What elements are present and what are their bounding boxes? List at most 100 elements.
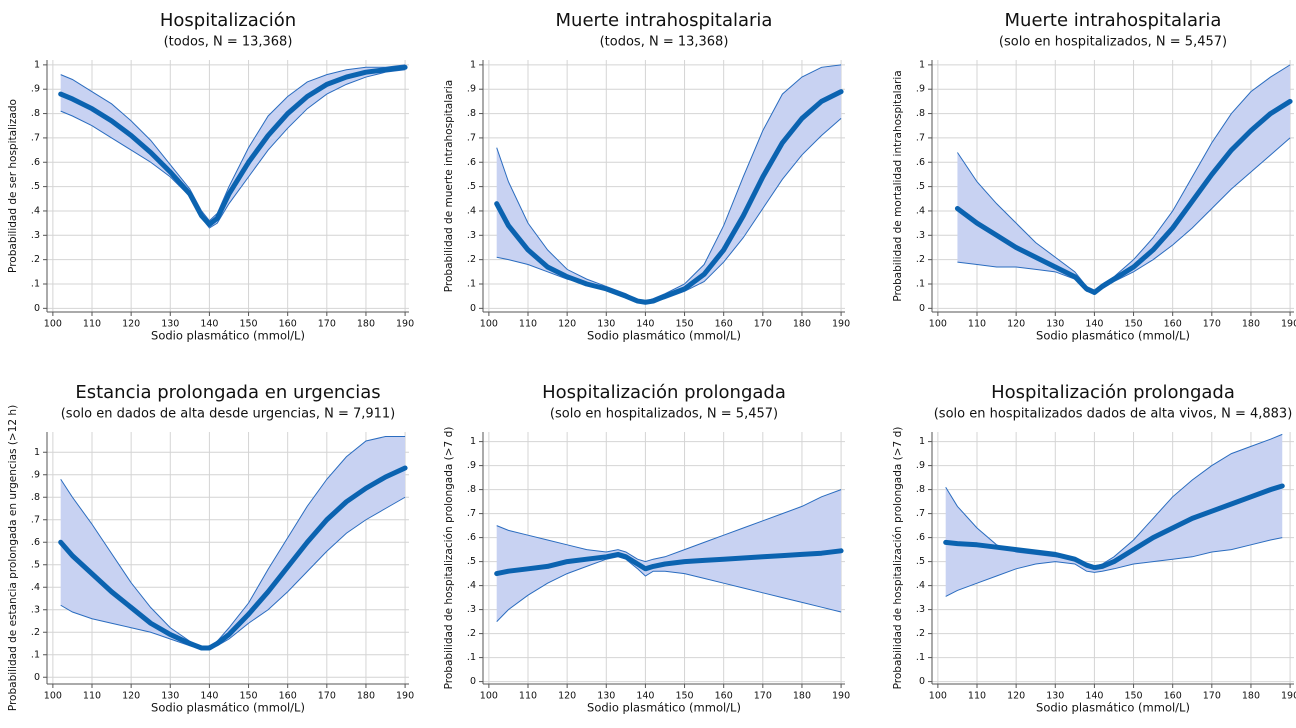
y-tick-label: 1: [470, 436, 476, 447]
y-tick-label: .8: [31, 108, 40, 119]
x-axis-label: Sodio plasmático (mmol/L): [151, 329, 305, 343]
chart-title: Hospitalización prolongada: [542, 382, 786, 403]
x-tick-label: 140: [1085, 319, 1103, 330]
chart-subtitle: (todos, N = 13,368): [164, 35, 293, 50]
x-tick-label: 180: [793, 319, 811, 330]
y-tick-label: .4: [916, 580, 925, 591]
lower-bound: [945, 537, 1283, 597]
x-tick-label: 170: [1203, 319, 1221, 330]
y-tick-label: .9: [916, 84, 925, 95]
y-tick-label: .3: [31, 230, 40, 241]
x-tick-label: 120: [558, 319, 576, 330]
x-tick-label: 190: [396, 319, 414, 330]
confidence-band: [496, 64, 842, 304]
x-tick-label: 180: [1242, 691, 1260, 702]
x-tick-label: 130: [597, 319, 615, 330]
y-tick-label: .6: [31, 157, 40, 168]
x-tick-label: 130: [161, 691, 179, 702]
y-tick-label: .7: [916, 508, 925, 519]
y-tick-label: .1: [31, 279, 40, 290]
x-tick-label: 140: [200, 319, 218, 330]
x-tick-label: 160: [715, 319, 733, 330]
y-tick-label: .1: [916, 652, 925, 663]
y-tick-label: .5: [467, 556, 476, 567]
y-tick-label: 0: [34, 672, 40, 683]
x-tick-label: 170: [318, 319, 336, 330]
x-tick-label: 160: [1164, 319, 1182, 330]
lower-bound: [496, 556, 842, 622]
x-tick-label: 160: [279, 691, 297, 702]
chart-subtitle: (solo en hospitalizados dados de alta vi…: [934, 407, 1293, 422]
x-tick-label: 100: [44, 691, 62, 702]
y-tick-label: .8: [916, 108, 925, 119]
x-tick-label: 110: [968, 691, 986, 702]
y-tick-label: .9: [916, 460, 925, 471]
x-tick-label: 170: [1203, 691, 1221, 702]
x-tick-label: 190: [1281, 319, 1296, 330]
y-tick-label: .4: [31, 205, 40, 216]
x-axis-label: Sodio plasmático (mmol/L): [151, 701, 305, 715]
y-tick-label: .1: [467, 279, 476, 290]
y-tick-label: 1: [919, 59, 925, 70]
x-tick-label: 190: [396, 691, 414, 702]
y-tick-label: .2: [916, 254, 925, 265]
x-tick-label: 190: [832, 319, 850, 330]
confidence-band: [60, 64, 406, 228]
y-tick-label: .6: [467, 532, 476, 543]
x-tick-label: 110: [968, 319, 986, 330]
y-tick-label: .9: [467, 460, 476, 471]
x-tick-label: 150: [239, 691, 257, 702]
y-tick-label: .7: [31, 514, 40, 525]
x-tick-label: 120: [1007, 691, 1025, 702]
y-tick-label: 1: [470, 59, 476, 70]
x-tick-label: 140: [636, 319, 654, 330]
y-tick-label: .7: [31, 132, 40, 143]
estimate-line: [58, 64, 408, 227]
x-tick-label: 100: [929, 319, 947, 330]
x-tick-label: 130: [597, 691, 615, 702]
x-tick-label: 180: [357, 691, 375, 702]
x-tick-label: 150: [239, 319, 257, 330]
lower-bound: [60, 69, 406, 229]
x-tick-label: 170: [754, 691, 772, 702]
y-tick-label: .4: [31, 582, 40, 593]
x-tick-label: 130: [1046, 319, 1064, 330]
y-tick-label: .5: [916, 556, 925, 567]
x-tick-label: 150: [1124, 691, 1142, 702]
y-tick-label: .6: [916, 157, 925, 168]
chart-subtitle: (solo en hospitalizados, N = 5,457): [550, 407, 778, 422]
y-tick-label: .1: [467, 652, 476, 663]
y-tick-label: 1: [919, 436, 925, 447]
y-tick-label: .8: [31, 492, 40, 503]
y-tick-label: .5: [467, 181, 476, 192]
chart-title: Muerte intrahospitalaria: [556, 10, 773, 31]
y-tick-label: .6: [467, 157, 476, 168]
y-tick-label: 0: [34, 303, 40, 314]
chart-title: Muerte intrahospitalaria: [1005, 10, 1222, 31]
chart-subtitle: (solo en dados de alta desde urgencias, …: [61, 407, 396, 422]
y-tick-label: .1: [916, 279, 925, 290]
x-tick-label: 170: [754, 319, 772, 330]
y-tick-label: .7: [467, 132, 476, 143]
y-tick-label: .5: [31, 559, 40, 570]
estimate-line: [943, 483, 1285, 571]
chart-title: Hospitalización: [160, 10, 296, 31]
x-tick-label: 150: [675, 691, 693, 702]
x-tick-label: 100: [929, 691, 947, 702]
chart-subtitle: (todos, N = 13,368): [600, 35, 729, 50]
y-tick-label: .6: [31, 537, 40, 548]
confidence-band: [945, 434, 1283, 597]
estimate-line: [954, 98, 1293, 296]
x-tick-label: 130: [161, 319, 179, 330]
y-axis-label: Probabilidad de hospitalización prolonga…: [443, 427, 455, 690]
confidence-band: [60, 436, 406, 650]
y-tick-label: .2: [916, 628, 925, 639]
y-tick-label: .3: [916, 604, 925, 615]
y-axis-label: Probabilidad de muerte intrahospitalaria: [443, 80, 455, 292]
y-tick-label: .5: [916, 181, 925, 192]
y-tick-label: .6: [916, 532, 925, 543]
y-tick-label: 0: [919, 676, 925, 687]
panel: Hospitalización prolongada (solo en hospi…: [892, 382, 1296, 715]
x-tick-label: 120: [122, 319, 140, 330]
x-tick-label: 190: [832, 691, 850, 702]
